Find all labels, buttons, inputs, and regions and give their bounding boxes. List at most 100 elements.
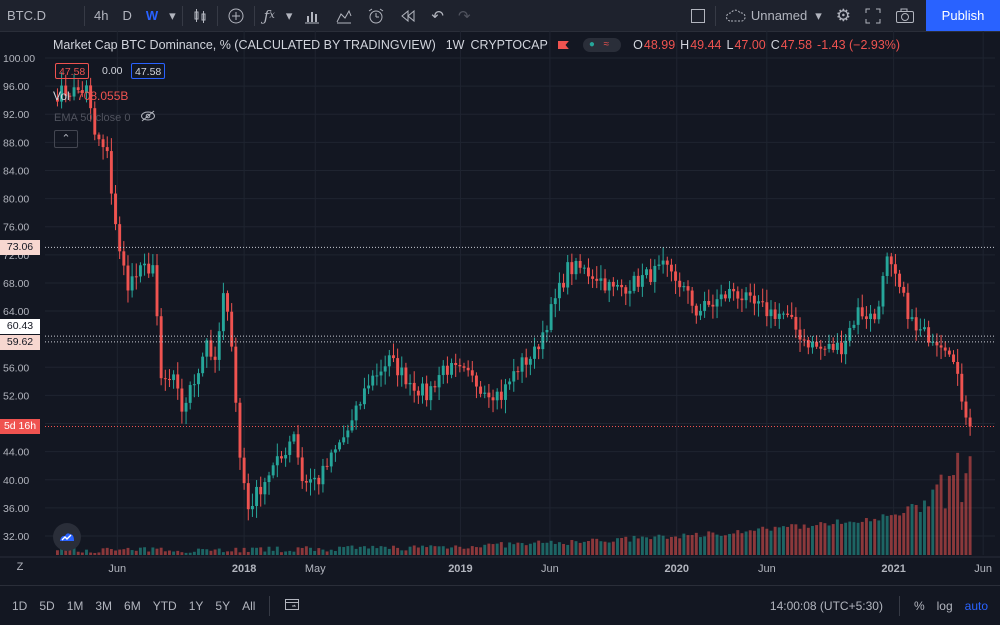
- candle-body: [616, 284, 619, 287]
- undo-icon[interactable]: ↶: [431, 7, 444, 25]
- price-tag-resist-1: 73.06: [0, 240, 40, 255]
- volume-bar: [906, 506, 910, 555]
- symbol-search[interactable]: BTC.D: [0, 0, 82, 31]
- candle-body: [288, 441, 292, 455]
- status-dot-icon: ●: [588, 39, 595, 50]
- candle-body: [421, 383, 424, 396]
- tradingview-logo-icon[interactable]: [53, 523, 81, 551]
- replay-icon[interactable]: [392, 0, 424, 31]
- range-ytd-button[interactable]: YTD: [152, 598, 177, 613]
- financials-icon[interactable]: [296, 0, 328, 31]
- volume-bar: [956, 452, 960, 555]
- range-1d-button[interactable]: 1D: [12, 598, 28, 613]
- close-value: 47.58: [780, 38, 813, 52]
- legend-title[interactable]: Market Cap BTC Dominance, % (CALCULATED …: [53, 38, 436, 52]
- interval-4h-button[interactable]: 4h: [87, 0, 115, 31]
- candle-body: [898, 273, 902, 287]
- volume-bar: [781, 526, 785, 555]
- volume-bar: [342, 547, 346, 555]
- price-chart[interactable]: 100.0096.0092.0088.0084.0080.0076.0072.0…: [0, 31, 1000, 589]
- range-6m-button[interactable]: 6M: [124, 598, 141, 613]
- volume-bar: [790, 524, 794, 555]
- settings-gear-icon[interactable]: ⚙: [835, 5, 851, 25]
- percent-scale-button[interactable]: %: [913, 598, 925, 613]
- volume-bar: [628, 541, 632, 555]
- volume-bar: [682, 533, 686, 555]
- range-3m-button[interactable]: 3M: [95, 598, 113, 613]
- market-status-toggle[interactable]: ● ≈: [582, 38, 622, 52]
- candle-body: [321, 465, 325, 485]
- volume-bar: [246, 551, 250, 555]
- volume-bar: [474, 547, 478, 555]
- bid-badge[interactable]: 47.58: [55, 63, 90, 79]
- volume-bar: [616, 538, 619, 555]
- time-zoom-icon[interactable]: Z: [16, 561, 24, 573]
- volume-bar: [657, 534, 661, 555]
- candle-body: [325, 465, 329, 467]
- candle-body: [690, 290, 694, 306]
- volume-bar: [537, 540, 541, 555]
- templates-icon[interactable]: [328, 0, 360, 31]
- indicators-dropdown-icon[interactable]: ▾: [285, 7, 293, 23]
- candle-body: [255, 486, 259, 507]
- interval-w-button[interactable]: W: [139, 0, 165, 31]
- range-5d-button[interactable]: 5D: [39, 598, 55, 613]
- volume-bar: [375, 548, 379, 555]
- flag-icon[interactable]: [557, 41, 569, 49]
- hidden-eye-icon[interactable]: [140, 110, 156, 125]
- snapshot-camera-icon[interactable]: [888, 0, 922, 31]
- volume-bar: [466, 548, 470, 555]
- ema-legend[interactable]: EMA 50 close 0: [54, 110, 156, 125]
- candle-body: [844, 340, 848, 355]
- log-scale-button[interactable]: log: [936, 598, 953, 613]
- price-tag-resist-2: 60.43: [0, 319, 40, 334]
- candle-body: [375, 375, 379, 377]
- candle-body: [669, 264, 673, 272]
- alert-clock-icon[interactable]: [360, 0, 392, 31]
- compare-add-icon[interactable]: [220, 0, 252, 31]
- fullscreen-icon[interactable]: [858, 0, 888, 31]
- collapse-legend-button[interactable]: ⌃: [54, 130, 78, 148]
- goto-date-icon[interactable]: [278, 597, 306, 614]
- volume-bar: [93, 552, 97, 555]
- auto-scale-button[interactable]: auto: [964, 598, 988, 613]
- volume-bar: [516, 542, 520, 555]
- price-tick-label: 44.00: [3, 447, 29, 459]
- publish-button[interactable]: Publish: [926, 0, 1000, 31]
- interval-d-button[interactable]: D: [115, 0, 138, 31]
- volume-bar: [562, 543, 566, 555]
- ask-badge[interactable]: 47.58: [131, 63, 166, 79]
- price-tick-label: 96.00: [3, 81, 29, 93]
- range-1y-button[interactable]: 1Y: [188, 598, 204, 613]
- close-label: C: [770, 38, 780, 52]
- volume-bar: [64, 550, 68, 555]
- range-1m-button[interactable]: 1M: [66, 598, 84, 613]
- volume-bar: [831, 524, 835, 555]
- volume-bar: [321, 549, 325, 555]
- volume-legend[interactable]: Vol 708.055B: [53, 89, 128, 103]
- price-axis: 100.0096.0092.0088.0084.0080.0076.0072.0…: [3, 53, 35, 543]
- divider: [216, 5, 218, 26]
- layout-name-button[interactable]: Unnamed ▾: [751, 0, 829, 31]
- fullscreen-layout-icon[interactable]: [683, 0, 713, 31]
- range-5y-button[interactable]: 5Y: [215, 598, 231, 613]
- candle-body: [176, 374, 180, 389]
- candle-body: [242, 457, 246, 484]
- candle-body: [362, 388, 366, 405]
- candles-style-icon[interactable]: [185, 0, 215, 31]
- candle-body: [159, 316, 163, 379]
- candle-body: [964, 401, 968, 418]
- volume-bar: [877, 520, 881, 555]
- volume-bar: [437, 546, 441, 555]
- cloud-layout-icon[interactable]: [718, 0, 751, 31]
- redo-icon[interactable]: ↷: [457, 7, 471, 25]
- volume-bar: [927, 506, 931, 555]
- candle-body: [163, 378, 167, 380]
- clock-timezone[interactable]: 14:00:08 (UTC+5:30): [769, 598, 883, 613]
- volume-bar: [873, 518, 877, 555]
- volume-bar: [309, 547, 312, 555]
- range-all-button[interactable]: All: [242, 598, 256, 613]
- volume-bar: [172, 551, 176, 555]
- interval-dropdown-icon[interactable]: ▾: [169, 7, 176, 23]
